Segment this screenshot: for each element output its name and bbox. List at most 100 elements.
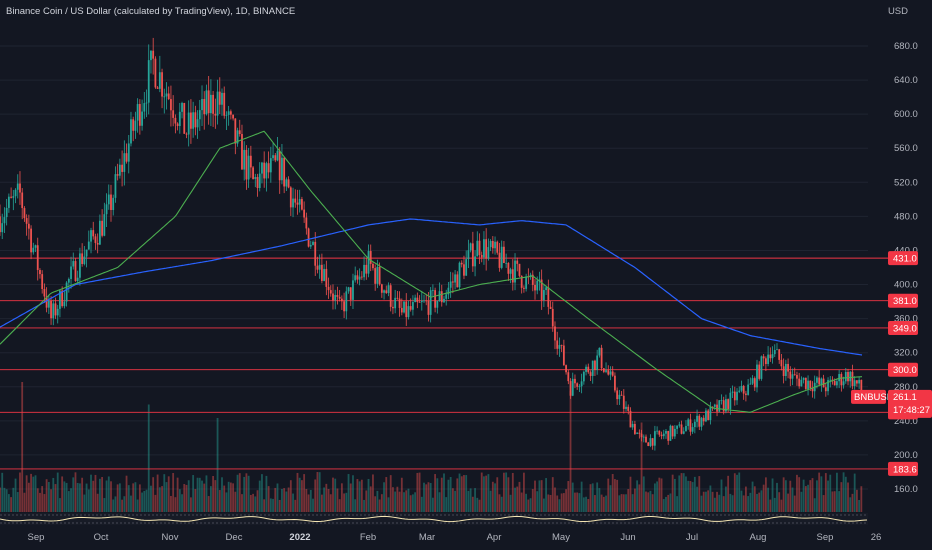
volume-bar — [434, 474, 437, 512]
candle — [562, 345, 565, 366]
volume-bar — [50, 489, 52, 512]
candle — [427, 300, 430, 315]
candle — [480, 254, 483, 258]
candle — [576, 383, 579, 387]
candle — [423, 300, 425, 302]
candle — [403, 301, 405, 313]
volume-bar — [223, 485, 226, 512]
time-axis[interactable]: Sep Oct Nov Dec 2022 Feb Mar Apr May Jun Jul Aug Sep… — [28, 532, 882, 543]
candle — [405, 301, 408, 318]
candle — [105, 204, 108, 215]
candle — [587, 366, 590, 373]
candle — [134, 120, 137, 131]
candle — [800, 379, 803, 387]
candle — [620, 394, 623, 396]
volume-bar — [23, 492, 26, 512]
candle — [656, 430, 659, 432]
volume-bar — [323, 487, 326, 512]
candle — [525, 276, 528, 289]
volume-bar — [92, 480, 95, 512]
volume-bar — [653, 483, 656, 512]
time-tick: 2022 — [289, 532, 310, 543]
time-tick: Sep — [28, 532, 45, 543]
candle — [511, 269, 514, 283]
volume-bar — [476, 497, 479, 512]
candle — [827, 380, 829, 392]
candle — [483, 239, 485, 258]
volume-bar — [56, 472, 59, 512]
candle — [509, 269, 512, 274]
candle — [591, 360, 594, 376]
volume-bar — [647, 492, 650, 512]
volume-bar — [345, 492, 348, 512]
candle — [756, 364, 758, 388]
volume-bar — [640, 422, 643, 512]
volume-bar — [549, 494, 552, 512]
candle — [383, 290, 385, 293]
time-tick: Jul — [686, 532, 698, 543]
volume-bar — [431, 497, 434, 512]
price-axis[interactable]: 680.0 640.0 600.0 560.0 520.0 480.0 440.0 400.0… — [894, 41, 918, 495]
candle — [753, 378, 756, 388]
volume-bar — [445, 497, 448, 512]
candle — [1, 223, 4, 233]
volume-bar — [205, 475, 208, 512]
candle — [289, 187, 292, 208]
candle — [653, 431, 656, 446]
volume-bar — [838, 491, 841, 512]
volume-bar — [369, 486, 372, 512]
candle — [238, 130, 241, 135]
candle — [256, 177, 259, 189]
volume-bar — [327, 488, 330, 512]
volume-bar — [136, 499, 139, 512]
volume-bar — [167, 476, 170, 512]
volume-bar — [844, 476, 847, 512]
volume-bar — [245, 473, 248, 512]
candle — [669, 425, 672, 441]
candle — [747, 384, 750, 395]
candle — [856, 380, 858, 384]
volume-bar — [52, 477, 55, 512]
candle — [491, 240, 494, 249]
countdown: 17:48:27 — [893, 405, 930, 416]
volume-bar — [802, 479, 805, 512]
level-label-bg — [888, 320, 918, 335]
candle — [598, 347, 601, 356]
candle — [489, 240, 492, 248]
volume-bar — [340, 483, 343, 512]
candle — [665, 431, 667, 434]
candle — [709, 406, 712, 421]
volume-bar — [853, 473, 856, 512]
candle — [476, 240, 479, 257]
candle — [445, 294, 448, 299]
price-tick: 480.0 — [894, 211, 918, 222]
volume-bar — [813, 498, 816, 512]
candle — [303, 209, 306, 218]
candle — [454, 274, 456, 283]
volume-bar — [469, 488, 472, 512]
volume-bar — [678, 475, 681, 512]
volume-bar — [631, 494, 634, 512]
volume-bar — [376, 490, 379, 512]
candle — [165, 93, 168, 97]
volume-bar — [662, 499, 665, 512]
volume-bar — [147, 404, 150, 512]
candle — [582, 371, 585, 382]
candle — [329, 290, 332, 294]
volume-bar — [756, 493, 758, 512]
volume-bar — [614, 479, 616, 512]
volume-bar — [818, 472, 821, 512]
price-tick: 680.0 — [894, 41, 918, 52]
candle — [81, 253, 84, 264]
volume-bar — [203, 483, 206, 512]
candle — [345, 291, 348, 312]
volume-bar — [804, 486, 807, 512]
candle — [96, 242, 99, 245]
candle — [378, 266, 381, 285]
candle — [838, 374, 841, 382]
time-tick: Aug — [750, 532, 767, 543]
candle — [460, 262, 463, 265]
candle — [802, 377, 805, 380]
volume-bar — [503, 472, 505, 512]
